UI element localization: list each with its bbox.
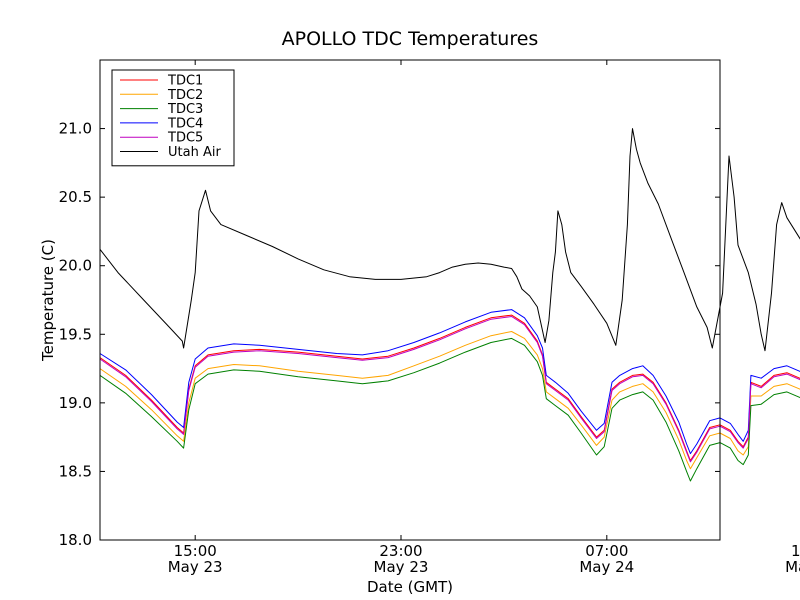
y-tick-label: 19.0	[59, 394, 92, 412]
legend-label-tdc4: TDC4	[167, 116, 203, 131]
legend-label-tdc1: TDC1	[167, 74, 203, 89]
y-axis-label: Temperature (C)	[39, 239, 57, 362]
y-tick-label: 20.0	[59, 257, 92, 275]
y-tick-label: 21.0	[59, 120, 92, 138]
x-axis-label: Date (GMT)	[367, 578, 453, 596]
temperature-chart: APOLLO TDC Temperatures Temperature (C) …	[0, 0, 800, 600]
x-tick-date-label: May 24	[785, 558, 800, 576]
y-tick-label: 20.5	[59, 188, 92, 206]
y-tick-label: 19.5	[59, 325, 92, 343]
chart-title: APOLLO TDC Temperatures	[282, 28, 539, 50]
legend-label-utah-air: Utah Air	[168, 145, 221, 160]
legend-label-tdc2: TDC2	[167, 88, 203, 103]
legend-label-tdc3: TDC3	[167, 102, 203, 117]
y-tick-label: 18.0	[59, 531, 92, 549]
y-tick-label: 18.5	[59, 462, 92, 480]
legend-label-tdc5: TDC5	[167, 131, 203, 146]
x-tick-date-label: May 23	[168, 558, 223, 576]
x-tick-date-label: May 24	[579, 558, 634, 576]
x-tick-date-label: May 23	[374, 558, 429, 576]
